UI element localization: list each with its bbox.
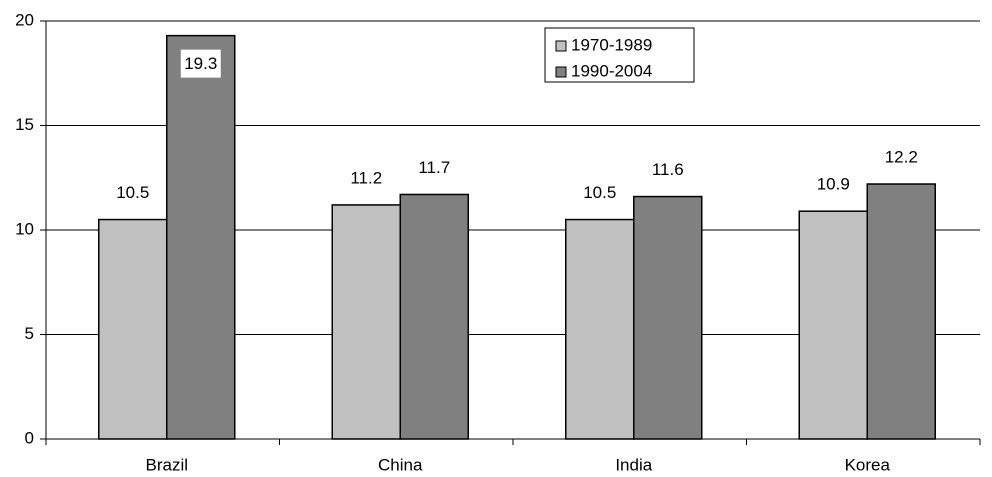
bar bbox=[866, 183, 936, 440]
bar bbox=[399, 193, 469, 440]
legend-label: 1970-1989 bbox=[571, 35, 652, 54]
data-label: 12.2 bbox=[885, 148, 918, 167]
x-tick-label: Korea bbox=[845, 455, 891, 474]
bar bbox=[331, 204, 401, 440]
bar bbox=[633, 195, 703, 440]
legend-label: 1990-2004 bbox=[571, 61, 652, 80]
y-tick-label: 5 bbox=[25, 324, 34, 343]
bar bbox=[565, 218, 635, 440]
legend-swatch bbox=[555, 40, 567, 52]
legend-box bbox=[544, 27, 695, 83]
data-label: 11.6 bbox=[652, 160, 684, 179]
y-tick-label: 15 bbox=[15, 115, 34, 134]
y-tick-label: 20 bbox=[15, 10, 34, 29]
x-tick-label: Brazil bbox=[145, 455, 188, 474]
data-label: 19.3 bbox=[184, 54, 217, 73]
y-tick-label: 0 bbox=[25, 428, 34, 447]
data-label: 11.2 bbox=[350, 168, 382, 187]
data-label: 11.7 bbox=[418, 158, 450, 177]
bar bbox=[166, 34, 236, 440]
data-label: 10.5 bbox=[116, 183, 149, 202]
x-tick-label: China bbox=[378, 455, 423, 474]
y-tick-label: 10 bbox=[15, 219, 34, 238]
x-tick-label: India bbox=[615, 455, 652, 474]
legend-swatch bbox=[555, 66, 567, 78]
data-label: 10.5 bbox=[583, 183, 616, 202]
data-label: 10.9 bbox=[817, 175, 850, 194]
bar bbox=[798, 210, 868, 440]
data-label-bg bbox=[180, 49, 221, 78]
bar bbox=[98, 218, 168, 440]
